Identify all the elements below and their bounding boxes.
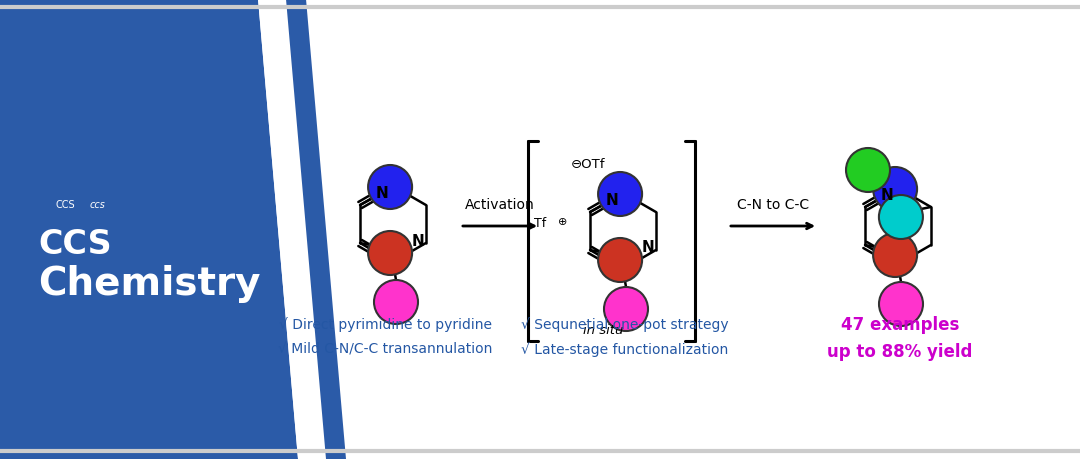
Text: Chemistry: Chemistry — [38, 264, 260, 302]
Text: ccs: ccs — [90, 200, 106, 210]
Text: ⊕: ⊕ — [558, 217, 567, 226]
Text: Activation: Activation — [465, 197, 535, 212]
Polygon shape — [303, 0, 1080, 459]
Circle shape — [879, 196, 923, 240]
Text: up to 88% yield: up to 88% yield — [827, 342, 973, 360]
Circle shape — [846, 149, 890, 193]
Text: N: N — [605, 193, 618, 207]
Text: CCS: CCS — [55, 200, 75, 210]
Circle shape — [879, 282, 923, 326]
Text: N: N — [375, 185, 388, 201]
Text: √ Late-stage functionalization: √ Late-stage functionalization — [522, 342, 729, 357]
Circle shape — [598, 239, 643, 282]
Circle shape — [368, 231, 413, 275]
Text: N: N — [880, 188, 893, 202]
Text: N: N — [411, 233, 424, 248]
Text: √ Sequnetial one-pot strategy: √ Sequnetial one-pot strategy — [522, 317, 729, 332]
Circle shape — [598, 173, 643, 217]
Circle shape — [604, 287, 648, 331]
Circle shape — [368, 166, 413, 210]
Text: CCS: CCS — [38, 228, 111, 260]
Text: √ Mild C-N/C-C transannulation: √ Mild C-N/C-C transannulation — [278, 342, 492, 356]
Polygon shape — [258, 0, 326, 459]
Text: C-N to C-C: C-N to C-C — [737, 197, 809, 212]
Polygon shape — [286, 0, 346, 459]
Circle shape — [873, 234, 917, 277]
Text: 47 examples: 47 examples — [841, 315, 959, 333]
Polygon shape — [0, 0, 298, 459]
Circle shape — [374, 280, 418, 325]
Text: N: N — [642, 240, 654, 255]
Text: in situ: in situ — [583, 323, 623, 336]
Text: ⊖OTf: ⊖OTf — [571, 157, 606, 170]
Text: Tf: Tf — [534, 217, 546, 230]
Text: √ Direct pyrimidine to pyridine: √ Direct pyrimidine to pyridine — [279, 317, 491, 332]
Circle shape — [873, 168, 917, 212]
